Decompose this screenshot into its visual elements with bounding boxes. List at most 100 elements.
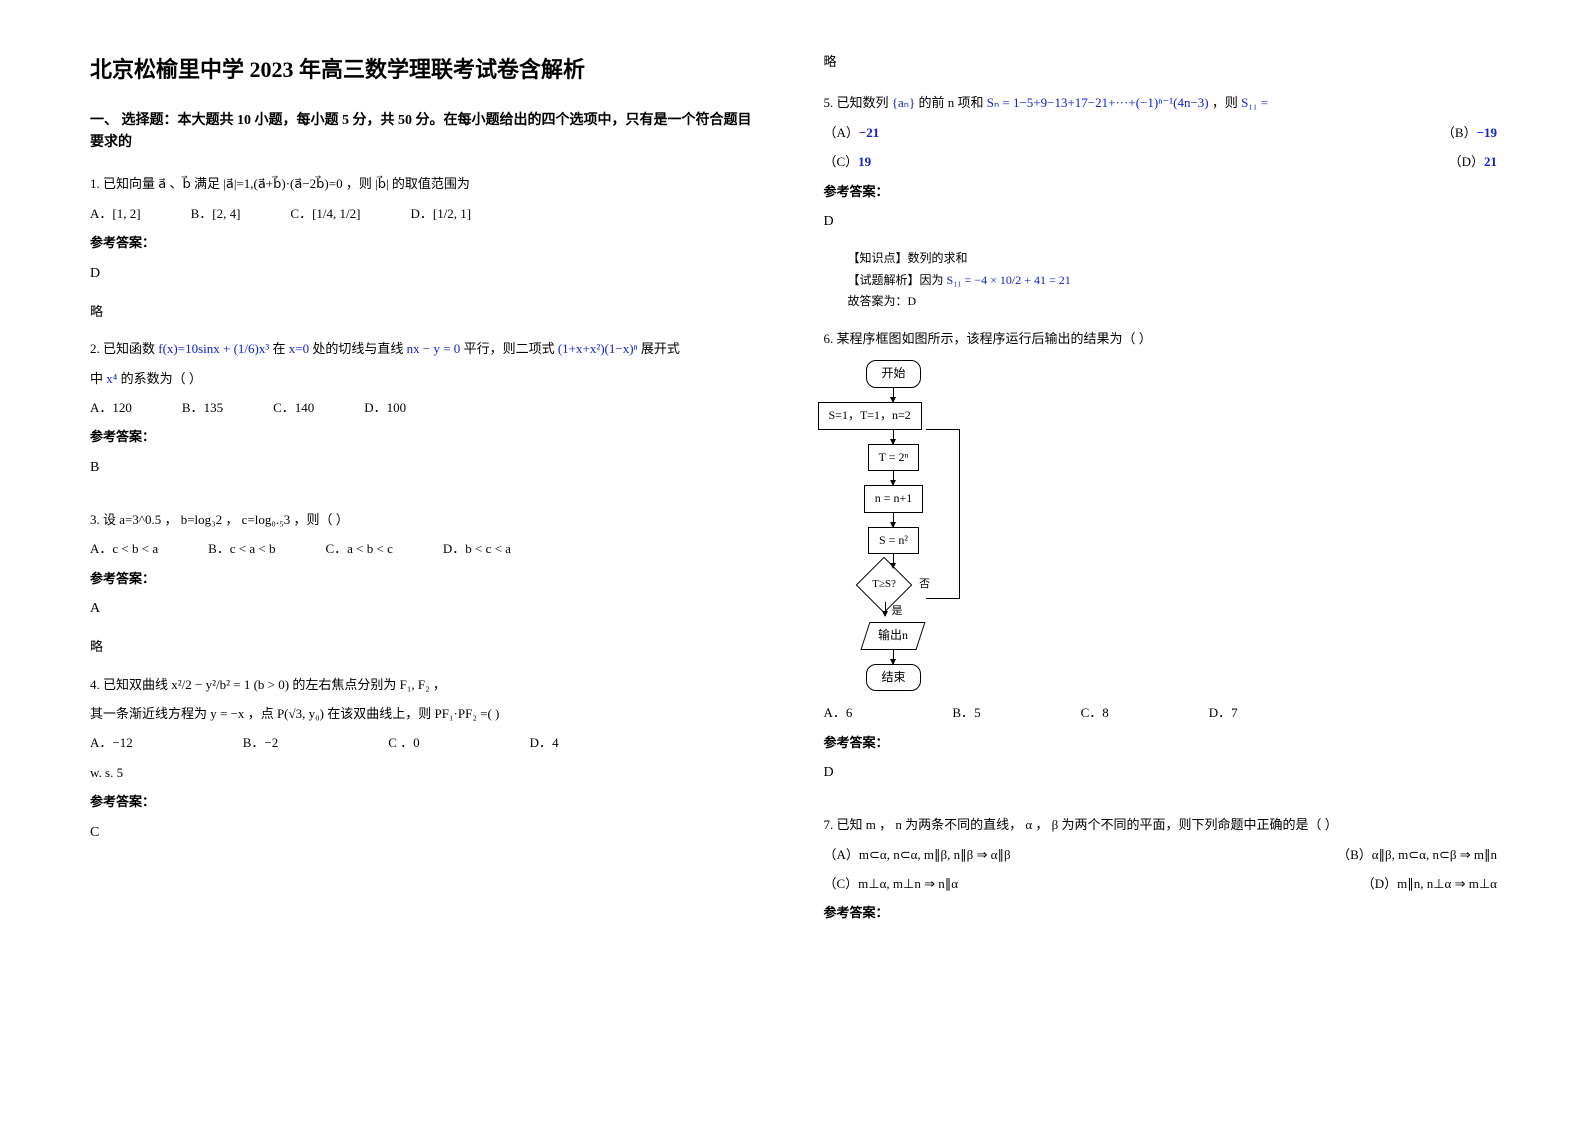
question-5: 5. 已知数列 {aₙ} 的前 n 项和 Sₙ = 1−5+9−13+17−21… xyxy=(824,91,1498,313)
q5-know: 【知识点】数列的求和 xyxy=(848,248,1498,270)
right-column: 略 5. 已知数列 {aₙ} 的前 n 项和 Sₙ = 1−5+9−13+17−… xyxy=(794,50,1528,1072)
option-a: A．[1, 2] xyxy=(90,202,141,225)
text: 的前 n 项和 xyxy=(918,95,983,110)
option-d: D．4 xyxy=(530,731,559,754)
text: 在 xyxy=(273,341,289,356)
formula: PF₁·PF₂ xyxy=(435,706,477,721)
text: 的取值范围为 xyxy=(392,176,470,191)
formula: {aₙ} xyxy=(892,95,915,110)
text: 的系数为（ ） xyxy=(121,371,202,386)
formula: |a⃗|=1,(a⃗+b⃗)·(a⃗−2b⃗)=0 xyxy=(223,176,342,191)
option-d: D．b < c < a xyxy=(443,537,511,560)
q4-stem-line2: 其一条渐近线方程为 y = −x ，点 P(√3, y₀) 在该双曲线上，则 P… xyxy=(90,702,764,725)
arrow-icon xyxy=(885,602,886,616)
text: ，则 xyxy=(1212,95,1238,110)
option-b: （B）−19 xyxy=(1442,121,1497,144)
q3-options: A．c < b < a B．c < a < b C．a < b < c D．b … xyxy=(90,537,764,560)
flow-start: 开始 xyxy=(866,360,920,388)
q2-options: A．120 B．135 C．140 D．100 xyxy=(90,396,764,419)
answer-label: 参考答案： xyxy=(90,231,764,254)
q2-answer: B xyxy=(90,455,764,480)
option-b: B．c < a < b xyxy=(208,537,275,560)
flow-init: S=1，T=1，n=2 xyxy=(818,402,922,430)
option-b: （B）α∥β, m⊂α, n⊂β ⇒ m∥n xyxy=(1337,843,1497,866)
flow-step1: T = 2ⁿ xyxy=(868,444,920,472)
page-title: 北京松榆里中学 2023 年高三数学理联考试卷含解析 xyxy=(90,50,764,90)
section-heading: 一、 选择题：本大题共 10 小题，每小题 5 分，共 50 分。在每小题给出的… xyxy=(90,110,764,155)
option-d: （D）m∥n, n⊥α ⇒ m⊥α xyxy=(1362,872,1497,895)
formula: ，则 |b⃗| xyxy=(346,176,392,191)
option-c: C．140 xyxy=(273,396,314,419)
formula: x²/2 − y²/b² = 1 (b > 0) xyxy=(171,677,289,692)
top-note: 略 xyxy=(824,50,1498,73)
q7-options-row1: （A）m⊂α, n⊂α, m∥β, n∥β ⇒ α∥β （B）α∥β, m⊂α,… xyxy=(824,843,1498,866)
answer-label: 参考答案： xyxy=(824,901,1498,924)
q2-stem-line1: 2. 已知函数 f(x)=10sinx + (1/6)x³ 在 x=0 处的切线… xyxy=(90,337,764,360)
arrow-icon xyxy=(893,513,894,527)
option-a: A．120 xyxy=(90,396,132,419)
question-3: 3. 设 a=3^0.5 ， b=log₃2 ， c=log₀.₅3 ，则（ ）… xyxy=(90,508,764,659)
formula: y = −x xyxy=(210,706,244,721)
flow-end: 结束 xyxy=(866,664,920,692)
q4-extra: w. s. 5 xyxy=(90,761,764,784)
text: 的左右焦点分别为 F₁, F₂ ， xyxy=(292,677,446,692)
q5-so: 故答案为：D xyxy=(848,291,1498,313)
arrow-icon xyxy=(893,430,894,444)
answer-label: 参考答案： xyxy=(90,790,764,813)
q5-expl: 【试题解析】因为 S₁₁ = −4 × 10/2 + 41 = 21 xyxy=(848,270,1498,292)
option-c: C．8 xyxy=(1081,701,1109,724)
q4-stem-line1: 4. 已知双曲线 x²/2 − y²/b² = 1 (b > 0) 的左右焦点分… xyxy=(90,673,764,696)
option-d: D．100 xyxy=(364,396,406,419)
question-4: 4. 已知双曲线 x²/2 − y²/b² = 1 (b > 0) 的左右焦点分… xyxy=(90,673,764,859)
q4-options: A．−12 B．−2 C ．0 D．4 xyxy=(90,731,764,754)
flow-step3: S = n² xyxy=(868,527,919,555)
flow-cond-row: T≥S? 否 xyxy=(857,568,930,602)
formula: (1+x+x²)(1−x)ⁿ xyxy=(558,341,638,356)
q3-note: 略 xyxy=(90,635,764,658)
q7-stem: 7. 已知 m ， n 为两条不同的直线， α ， β 为两个不同的平面，则下列… xyxy=(824,813,1498,836)
text: 其一条渐近线方程为 xyxy=(90,706,210,721)
answer-label: 参考答案： xyxy=(90,567,764,590)
formula: Sₙ = 1−5+9−13+17−21+···+(−1)ⁿ⁻¹(4n−3) xyxy=(987,95,1209,110)
flow-output: 输出n xyxy=(861,622,926,650)
q3-stem: 3. 设 a=3^0.5 ， b=log₃2 ， c=log₀.₅3 ，则（ ） xyxy=(90,508,764,531)
text: 展开式 xyxy=(641,341,680,356)
q6-stem: 6. 某程序框图如图所示，该程序运行后输出的结果为（ ） xyxy=(824,327,1498,350)
text: =( ) xyxy=(480,706,499,721)
q1-options: A．[1, 2] B．[2, 4] C．[1/4, 1/2] D．[1/2, 1… xyxy=(90,202,764,225)
option-b: B．[2, 4] xyxy=(191,202,241,225)
formula: f(x)=10sinx + (1/6)x³ xyxy=(158,341,269,356)
answer-label: 参考答案： xyxy=(90,425,764,448)
option-d: D．7 xyxy=(1209,701,1238,724)
q1-note: 略 xyxy=(90,300,764,323)
option-b: B．−2 xyxy=(243,731,279,754)
formula: x⁴ xyxy=(106,371,117,386)
text: 中 xyxy=(90,371,103,386)
question-7: 7. 已知 m ， n 为两条不同的直线， α ， β 为两个不同的平面，则下列… xyxy=(824,813,1498,931)
q5-options-row2: （C）19 （D）21 xyxy=(824,150,1498,173)
text: 1. 已知向量 xyxy=(90,176,155,191)
arrow-icon xyxy=(893,388,894,402)
text: 处的切线与直线 xyxy=(312,341,406,356)
option-c: C ．0 xyxy=(388,731,419,754)
option-a: （A）m⊂α, n⊂α, m∥β, n∥β ⇒ α∥β xyxy=(824,843,1011,866)
option-a: A．−12 xyxy=(90,731,133,754)
arrow-icon xyxy=(893,471,894,485)
q7-options-row2: （C）m⊥α, m⊥n ⇒ n∥α （D）m∥n, n⊥α ⇒ m⊥α xyxy=(824,872,1498,895)
loopback-line xyxy=(926,429,960,599)
option-b: B．135 xyxy=(182,396,223,419)
q6-answer: D xyxy=(824,760,1498,785)
flow-cond-yes: 是 xyxy=(892,602,903,622)
text: 满足 xyxy=(194,176,220,191)
text: 在该双曲线上，则 xyxy=(327,706,434,721)
option-c: C．a < b < c xyxy=(325,537,392,560)
text: ，点 xyxy=(248,706,277,721)
text: 5. 已知数列 xyxy=(824,95,892,110)
q5-answer: D xyxy=(824,209,1498,234)
formula: a⃗ 、b⃗ xyxy=(158,176,190,191)
option-a: A．c < b < a xyxy=(90,537,158,560)
option-c: （C）19 xyxy=(824,150,872,173)
text: 平行，则二项式 xyxy=(464,341,555,356)
formula: nx − y = 0 xyxy=(407,341,461,356)
text: 【试题解析】因为 xyxy=(848,273,944,287)
